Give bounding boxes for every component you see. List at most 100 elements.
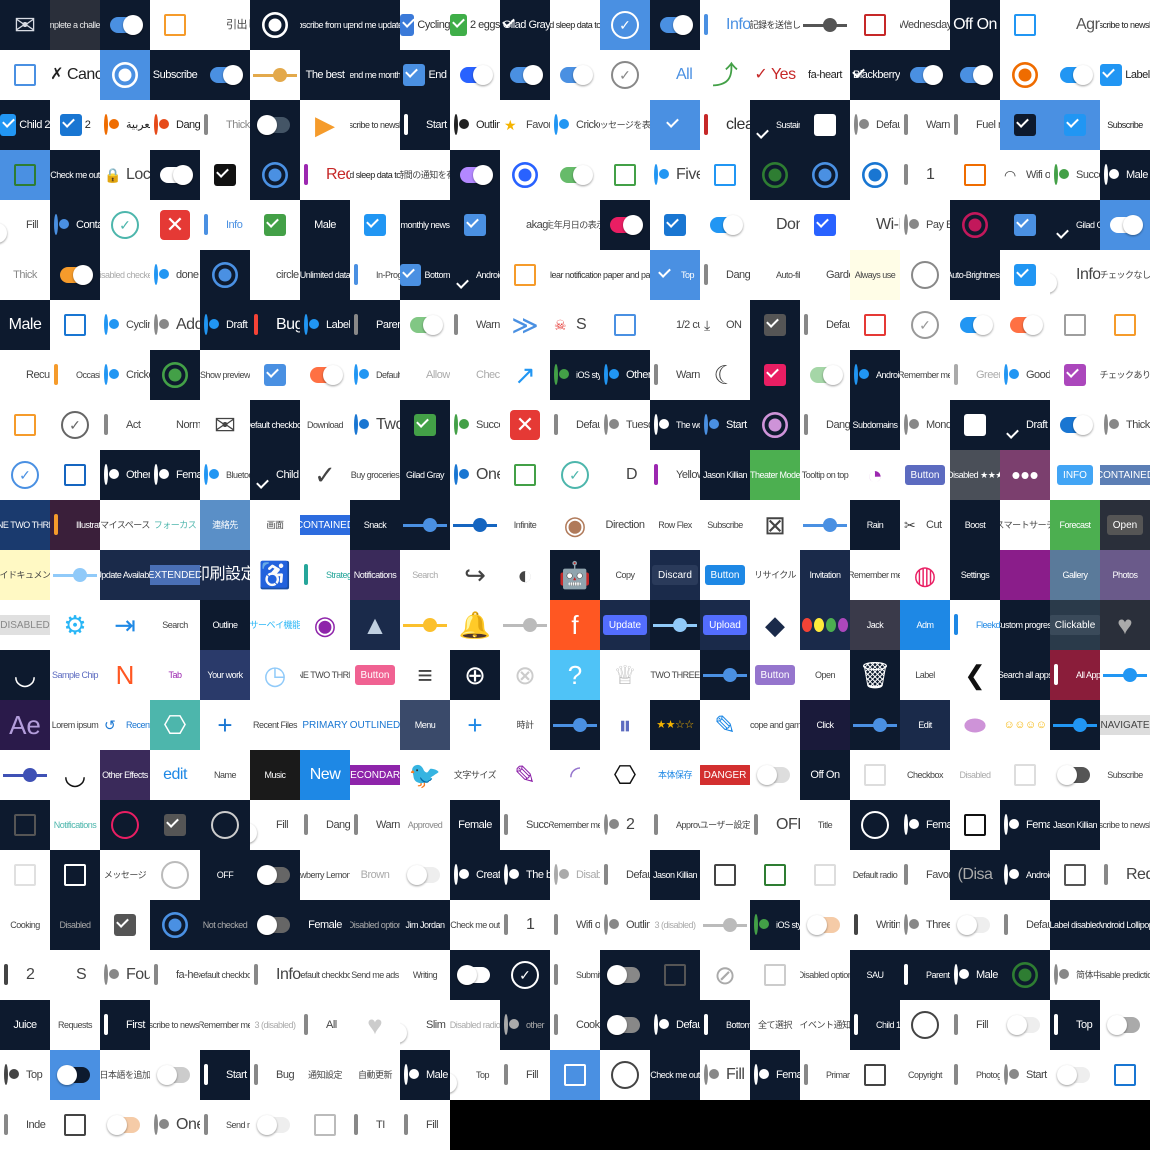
widget-tile[interactable]: 1/2 cup — [650, 300, 700, 350]
color-dot[interactable] — [838, 618, 848, 632]
widget-tile[interactable]: ✓ — [550, 450, 600, 500]
checkbox-icon[interactable] — [54, 364, 58, 385]
widget-tile[interactable] — [600, 1050, 650, 1100]
widget-tile[interactable]: Upload — [700, 600, 750, 650]
widget-tile[interactable]: ⊠ — [750, 500, 800, 550]
widget-tile[interactable] — [700, 850, 750, 900]
widget-tile[interactable] — [700, 650, 750, 700]
widget-tile[interactable] — [100, 1100, 150, 1150]
widget-tile[interactable] — [450, 200, 500, 250]
checkbox-icon[interactable] — [14, 164, 36, 186]
checkbox-icon[interactable] — [1054, 664, 1058, 685]
widget-tile[interactable]: N — [100, 650, 150, 700]
widget-tile[interactable] — [850, 150, 900, 200]
widget-tile[interactable] — [750, 400, 800, 450]
widget-tile[interactable]: Success — [1050, 150, 1100, 200]
widget-tile[interactable] — [250, 1100, 300, 1150]
button[interactable]: Upload — [703, 615, 747, 635]
slider[interactable] — [53, 567, 97, 582]
widget-tile[interactable]: ★ Favorite — [500, 100, 550, 150]
widget-tile[interactable]: Send me ads — [200, 1100, 250, 1150]
toggle-switch[interactable] — [1060, 65, 1093, 85]
widget-tile[interactable]: 引出し線あり — [200, 0, 250, 50]
widget-tile[interactable] — [100, 800, 150, 850]
widget-tile[interactable]: ♥ — [350, 1000, 400, 1050]
edit-icon[interactable]: ✎ — [714, 710, 736, 740]
checkbox-icon[interactable] — [704, 114, 708, 135]
moon-icon[interactable]: ☾ — [713, 360, 737, 390]
checkbox-icon[interactable] — [814, 864, 836, 886]
checkbox-icon[interactable] — [14, 414, 36, 436]
widget-tile[interactable] — [150, 900, 200, 950]
widget-tile[interactable]: ↺ Recents — [100, 700, 150, 750]
widget-tile[interactable] — [600, 950, 650, 1000]
button[interactable]: OUTLINED — [350, 715, 400, 735]
widget-tile[interactable]: 简体中文 — [1050, 950, 1100, 1000]
widget-tile[interactable]: ✓ — [500, 950, 550, 1000]
email-icon[interactable]: ✉ — [14, 10, 36, 40]
widget-tile[interactable]: Android Lollipop — [450, 250, 500, 300]
checkbox-icon[interactable] — [14, 814, 36, 836]
widget-tile[interactable] — [900, 1000, 950, 1050]
widget-tile[interactable]: Default — [800, 300, 850, 350]
radio-icon[interactable] — [1004, 864, 1008, 885]
toggle-switch[interactable] — [660, 15, 693, 35]
radio-icon[interactable] — [161, 861, 189, 889]
radio-icon[interactable] — [812, 162, 838, 188]
checkbox-icon[interactable] — [854, 914, 858, 935]
checkbox-icon[interactable] — [254, 1064, 258, 1085]
widget-tile[interactable]: D — [600, 450, 650, 500]
checkbox-icon[interactable] — [354, 314, 358, 335]
radio-icon[interactable] — [154, 1114, 158, 1135]
checkbox-icon[interactable] — [4, 964, 8, 985]
widget-tile[interactable]: Default — [850, 100, 900, 150]
toggle-switch[interactable] — [960, 65, 993, 85]
widget-tile[interactable]: ↪ — [450, 550, 500, 600]
checkbox-icon[interactable] — [1114, 1064, 1136, 1086]
check-box-icon[interactable]: ✓ — [61, 411, 89, 439]
checkbox-checked-icon[interactable] — [464, 214, 486, 236]
widget-tile[interactable]: ▶ — [300, 100, 350, 150]
toggle-switch[interactable] — [910, 65, 943, 85]
toggle-switch[interactable] — [610, 215, 643, 235]
widget-tile[interactable] — [950, 900, 1000, 950]
checkbox-icon[interactable] — [864, 314, 886, 336]
widget-tile[interactable]: Add — [150, 300, 200, 350]
widget-tile[interactable] — [1050, 300, 1100, 350]
widget-tile[interactable]: 🔒Lock — [100, 150, 150, 200]
widget-tile[interactable]: ? — [550, 650, 600, 700]
radio-icon[interactable] — [1054, 964, 1058, 985]
widget-tile[interactable]: ◠ Wifi on — [1000, 150, 1050, 200]
radio-icon[interactable] — [654, 1014, 658, 1035]
widget-tile[interactable]: Start — [1000, 1050, 1050, 1100]
check-box-icon[interactable]: ✓ — [561, 461, 589, 489]
widget-tile[interactable]: Primary — [800, 1050, 850, 1100]
checkbox-checked-icon[interactable] — [814, 214, 836, 236]
radio-icon[interactable] — [854, 114, 858, 135]
widget-tile[interactable] — [0, 750, 50, 800]
checkbox-icon[interactable] — [954, 364, 958, 385]
checkbox-checked-icon[interactable] — [264, 214, 286, 236]
widget-tile[interactable]: The best — [500, 850, 550, 900]
toggle-switch[interactable] — [257, 115, 290, 135]
checkbox-icon[interactable] — [204, 214, 208, 235]
widget-tile[interactable]: Fill — [700, 1050, 750, 1100]
checkbox-checked-icon[interactable] — [403, 64, 426, 86]
checkbox-icon[interactable] — [4, 1114, 8, 1135]
toggle-off-icon[interactable] — [911, 261, 939, 289]
widget-tile[interactable] — [50, 550, 100, 600]
more-icon[interactable]: ••• — [1011, 460, 1039, 490]
widget-tile[interactable] — [1100, 200, 1150, 250]
checkbox-checked-icon[interactable] — [164, 814, 186, 836]
widget-tile[interactable]: End — [400, 50, 450, 100]
widget-tile[interactable] — [0, 400, 50, 450]
widget-tile[interactable] — [850, 300, 900, 350]
widget-tile[interactable]: fa-heart — [150, 950, 200, 1000]
slider[interactable] — [503, 617, 547, 632]
slider[interactable] — [703, 667, 747, 682]
widget-tile[interactable] — [950, 50, 1000, 100]
checkbox-icon[interactable] — [14, 864, 36, 886]
radio-icon[interactable] — [854, 364, 858, 385]
widget-tile[interactable]: ✕ — [150, 200, 200, 250]
checkbox-icon[interactable] — [304, 564, 308, 585]
